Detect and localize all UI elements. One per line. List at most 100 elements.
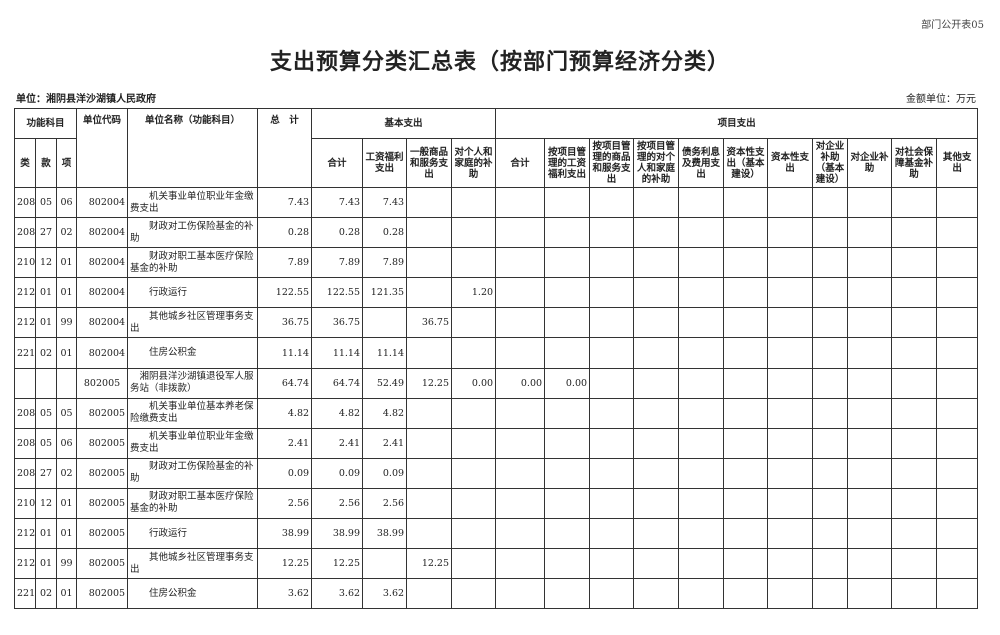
cell-lei: 210 [14, 247, 36, 279]
cell-amount [936, 578, 979, 610]
cell-amount [451, 217, 497, 249]
cell-amount [891, 578, 938, 610]
cell-xiang: 01 [55, 487, 78, 520]
cell-code: 802004 [76, 337, 129, 369]
cell-amount [678, 217, 725, 249]
cell-code: 802004 [76, 277, 129, 309]
cell-amount [544, 277, 591, 309]
cell-amount [723, 277, 769, 309]
cell-amount [812, 518, 849, 550]
cell-amount: 12.25 [406, 548, 453, 580]
cell-amount [936, 548, 979, 580]
cell-code: 802005 [76, 397, 129, 429]
cell-amount: 38.99 [257, 518, 313, 550]
cell-amount [847, 397, 893, 429]
cell-kuan: 12 [35, 247, 57, 279]
cell-amount [847, 307, 893, 339]
header-project-col: 对企业补助（基本建设） [812, 138, 849, 188]
header-project-col: 按项目管理的商品和服务支出 [589, 138, 635, 188]
cell-amount [544, 247, 591, 279]
cell-amount [847, 247, 893, 279]
cell-amount [589, 578, 635, 610]
cell-amount [544, 397, 591, 429]
cell-amount [406, 397, 453, 429]
cell-amount [812, 397, 849, 429]
cell-lei: 208 [14, 186, 36, 219]
cell-amount: 0.00 [495, 367, 546, 399]
cell-amount [891, 487, 938, 520]
cell-amount [812, 247, 849, 279]
cell-amount: 1.20 [451, 277, 497, 309]
cell-xiang: 06 [55, 427, 78, 459]
cell-amount: 121.35 [362, 277, 408, 309]
cell-xiang [55, 367, 78, 399]
cell-amount [847, 277, 893, 309]
cell-kuan: 02 [35, 578, 57, 610]
cell-amount [936, 217, 979, 249]
cell-name: 湘阴县洋沙湖镇退役军人服务站（非拨款） [127, 367, 259, 399]
cell-xiang: 99 [55, 307, 78, 339]
cell-amount: 0.28 [362, 217, 408, 249]
cell-amount: 4.82 [311, 397, 364, 429]
cell-amount [451, 427, 497, 459]
cell-amount [495, 397, 546, 429]
cell-amount [678, 277, 725, 309]
cell-amount [678, 578, 725, 610]
cell-amount [406, 277, 453, 309]
cell-amount [936, 367, 979, 399]
cell-amount [678, 367, 725, 399]
header-kuan: 款 [35, 138, 57, 188]
cell-amount [936, 337, 979, 369]
cell-name: 行政运行 [127, 277, 259, 309]
cell-amount: 7.89 [362, 247, 408, 279]
cell-lei: 208 [14, 217, 36, 249]
cell-kuan: 01 [35, 548, 57, 580]
cell-amount [633, 307, 680, 339]
cell-amount [589, 397, 635, 429]
cell-amount [451, 457, 497, 489]
cell-amount [589, 277, 635, 309]
cell-amount: 2.41 [257, 427, 313, 459]
cell-amount [723, 427, 769, 459]
cell-amount [406, 217, 453, 249]
cell-amount [451, 578, 497, 610]
header-project-col: 合计 [495, 138, 546, 188]
cell-amount [936, 518, 979, 550]
cell-amount [891, 247, 938, 279]
cell-amount [812, 367, 849, 399]
cell-amount [633, 457, 680, 489]
cell-amount [589, 427, 635, 459]
cell-amount [544, 217, 591, 249]
cell-amount [936, 247, 979, 279]
cell-kuan: 12 [35, 487, 57, 520]
cell-amount [767, 397, 814, 429]
cell-amount [812, 307, 849, 339]
cell-amount [633, 427, 680, 459]
cell-amount [936, 457, 979, 489]
cell-amount [544, 186, 591, 219]
cell-amount [891, 518, 938, 550]
cell-amount [633, 367, 680, 399]
cell-amount [633, 337, 680, 369]
cell-name: 机关事业单位基本养老保险缴费支出 [127, 397, 259, 429]
cell-name: 住房公积金 [127, 337, 259, 369]
header-project-col: 资本性支出 [767, 138, 814, 188]
cell-amount [406, 427, 453, 459]
cell-amount [767, 186, 814, 219]
header-project-col: 债务利息及费用支出 [678, 138, 725, 188]
cell-xiang: 01 [55, 277, 78, 309]
cell-amount [847, 186, 893, 219]
cell-xiang: 01 [55, 247, 78, 279]
cell-code: 802005 [76, 427, 129, 459]
cell-amount [812, 277, 849, 309]
cell-amount [847, 518, 893, 550]
header-total: 总 计 [257, 108, 313, 188]
cell-amount [723, 578, 769, 610]
cell-amount [936, 397, 979, 429]
header-code: 单位代码 [76, 108, 129, 188]
cell-amount [495, 307, 546, 339]
cell-amount [812, 427, 849, 459]
cell-xiang: 01 [55, 578, 78, 610]
header-basic-col: 合计 [311, 138, 364, 188]
cell-xiang: 01 [55, 337, 78, 369]
